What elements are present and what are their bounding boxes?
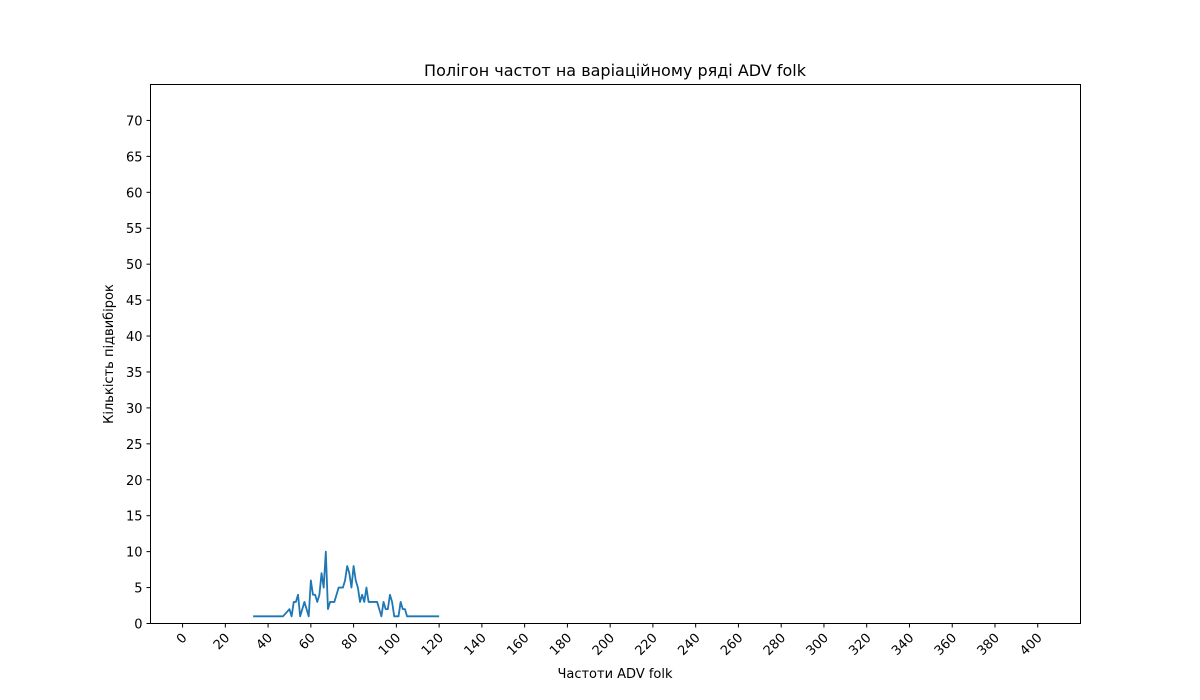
x-axis-ticks: 0 20 40 60 80 100 120 140 160 180 200 220 240 260 280 3… (174, 623, 1046, 659)
x-tick-label: 0 (174, 631, 190, 647)
y-tick-label: 45 (126, 294, 143, 309)
x-tick-label: 140 (462, 631, 490, 659)
x-tick-label: 400 (1017, 631, 1045, 659)
x-axis-label: Частоти ADV folk (557, 667, 673, 682)
y-tick-label: 65 (126, 150, 143, 165)
x-tick-label: 80 (339, 631, 361, 653)
x-tick-label: 220 (633, 631, 661, 659)
x-tick-label: 320 (846, 631, 874, 659)
y-tick-label: 10 (126, 546, 143, 561)
x-tick-label: 360 (932, 631, 960, 659)
x-tick-label: 200 (590, 631, 618, 659)
y-axis-label: Кількість підвибірок (102, 284, 117, 424)
x-tick-label: 40 (254, 631, 276, 653)
y-tick-label: 30 (126, 402, 143, 417)
x-tick-label: 280 (761, 631, 789, 659)
y-tick-label: 60 (126, 186, 143, 201)
y-tick-label: 20 (126, 474, 143, 489)
x-tick-label: 20 (211, 631, 233, 653)
x-tick-label: 160 (504, 631, 532, 659)
y-tick-label: 35 (126, 366, 143, 381)
x-tick-label: 340 (889, 631, 917, 659)
plot-frame (150, 84, 1081, 624)
y-tick-label: 40 (126, 330, 143, 345)
x-tick-label: 260 (718, 631, 746, 659)
y-axis-ticks: 0 5 10 15 20 25 30 35 40 45 50 55 60 65 70 (126, 114, 151, 633)
x-tick-label: 100 (376, 631, 404, 659)
y-tick-label: 55 (126, 222, 143, 237)
y-tick-label: 5 (134, 582, 142, 597)
y-tick-label: 15 (126, 510, 143, 525)
x-tick-label: 180 (547, 631, 575, 659)
y-tick-label: 50 (126, 258, 143, 273)
chart-title: Полігон частот на варіаційному ряді ADV … (424, 61, 807, 80)
x-tick-label: 300 (804, 631, 832, 659)
x-tick-label: 60 (296, 631, 318, 653)
x-tick-label: 240 (675, 631, 703, 659)
y-tick-label: 70 (126, 114, 143, 129)
plot-series (253, 550, 440, 618)
series-line (253, 550, 440, 618)
y-tick-label: 0 (134, 618, 142, 633)
y-tick-label: 25 (126, 438, 143, 453)
x-tick-label: 380 (975, 631, 1003, 659)
x-tick-label: 120 (419, 631, 447, 659)
